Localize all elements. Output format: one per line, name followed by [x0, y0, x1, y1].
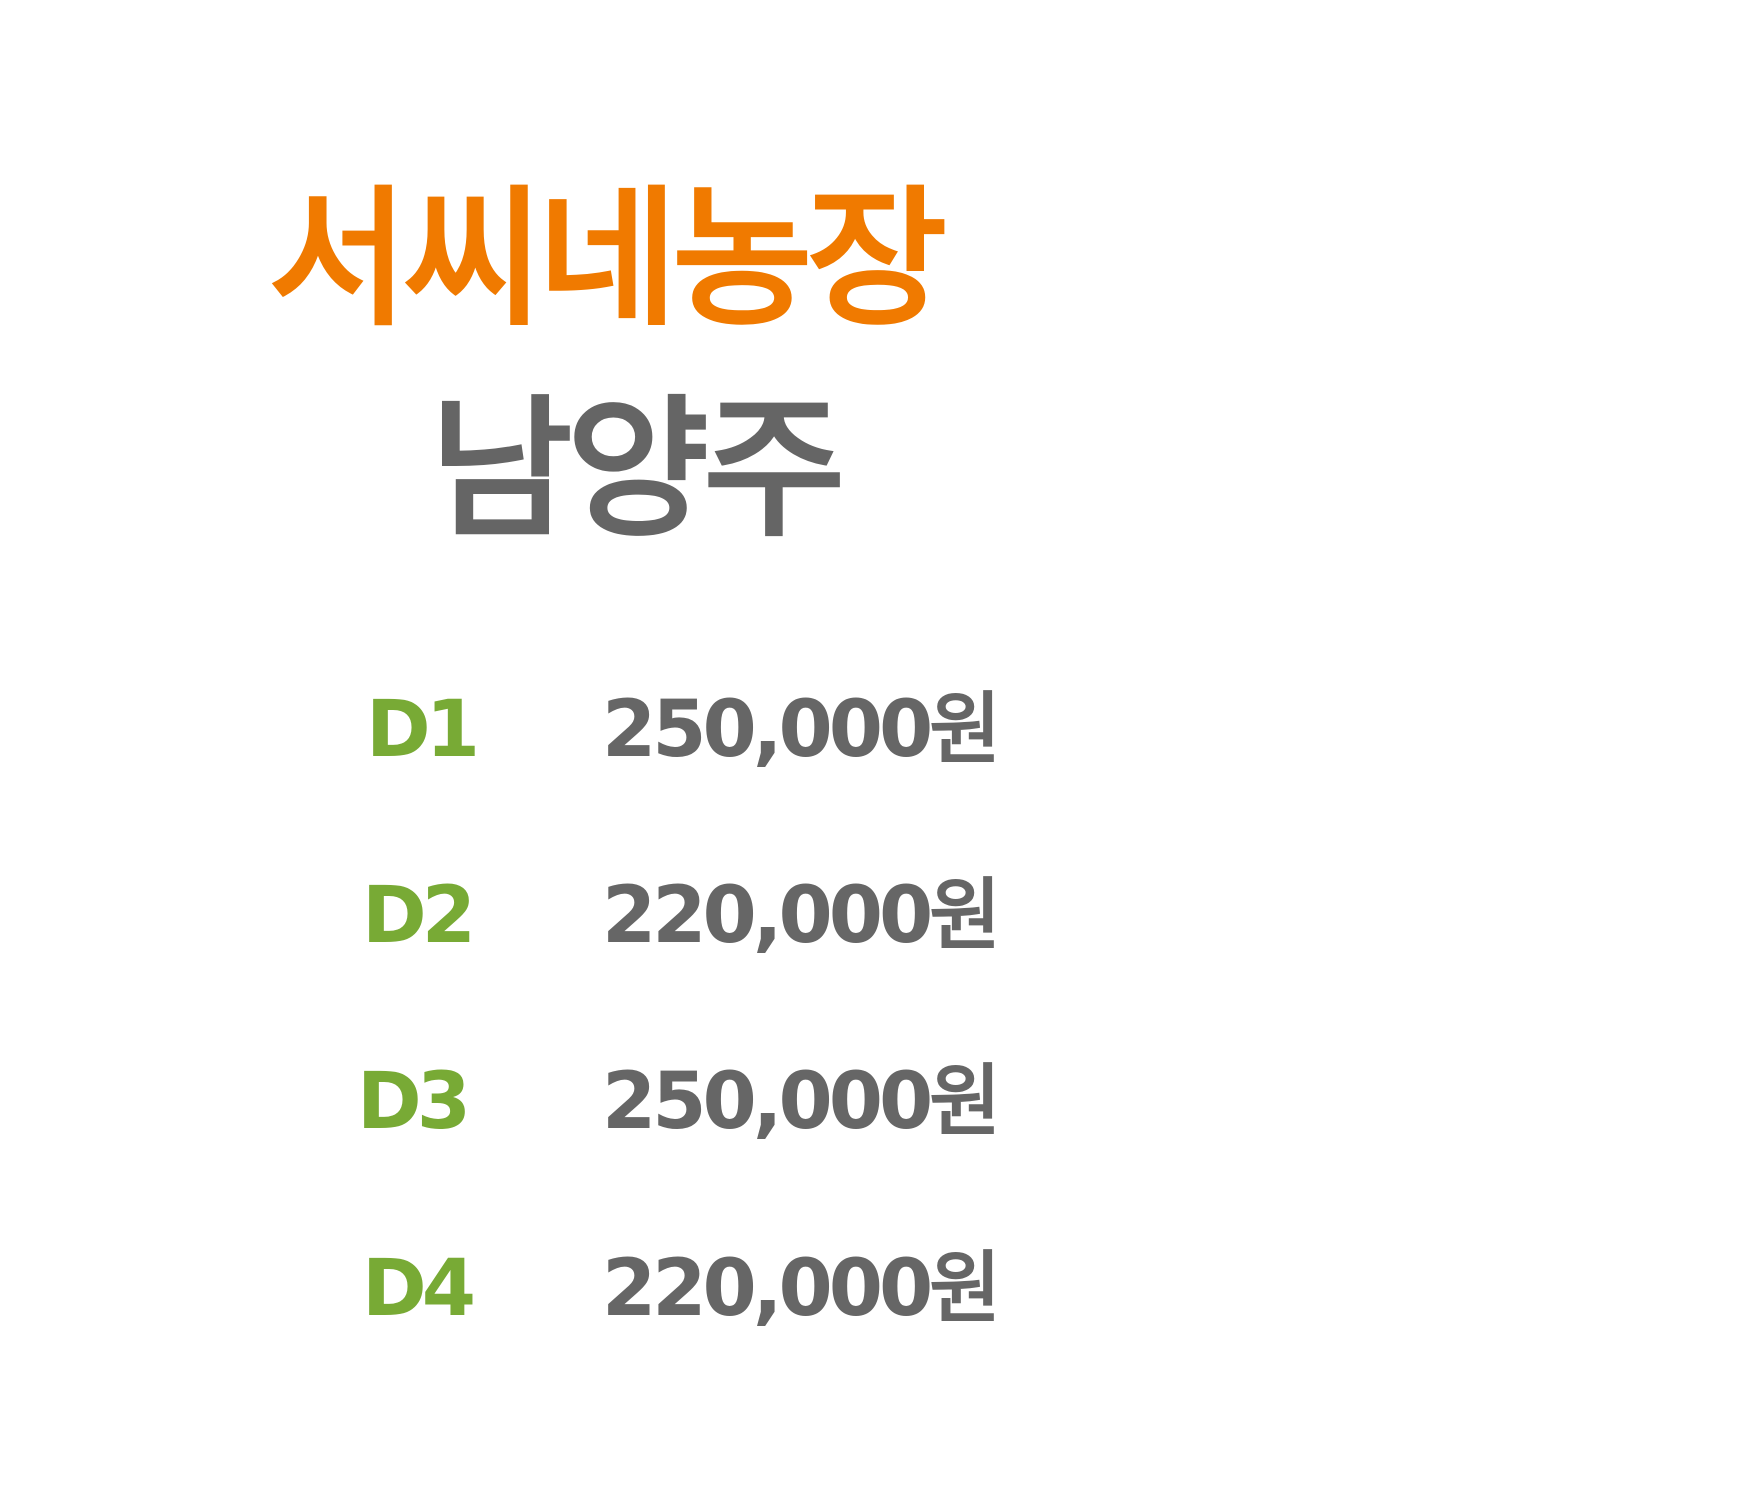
price-row-d4: D4 220,000원 — [0, 1244, 1001, 1334]
location-subtitle: 남양주 — [430, 381, 846, 558]
price-row-d2: D2 220,000원 — [0, 871, 1001, 961]
price-value: 220,000원 — [602, 871, 1001, 961]
price-row-d3: D3 250,000원 — [0, 1057, 1001, 1147]
price-code: D3 — [357, 1057, 471, 1147]
price-code: D1 — [366, 685, 480, 775]
price-value: 250,000원 — [602, 1057, 1001, 1147]
farm-name-title: 서씨네농장 — [268, 173, 947, 347]
price-value: 250,000원 — [602, 685, 1001, 775]
price-value: 220,000원 — [602, 1244, 1001, 1334]
price-code: D4 — [362, 1244, 476, 1334]
price-row-d1: D1 250,000원 — [0, 685, 1001, 775]
price-code: D2 — [362, 871, 476, 961]
